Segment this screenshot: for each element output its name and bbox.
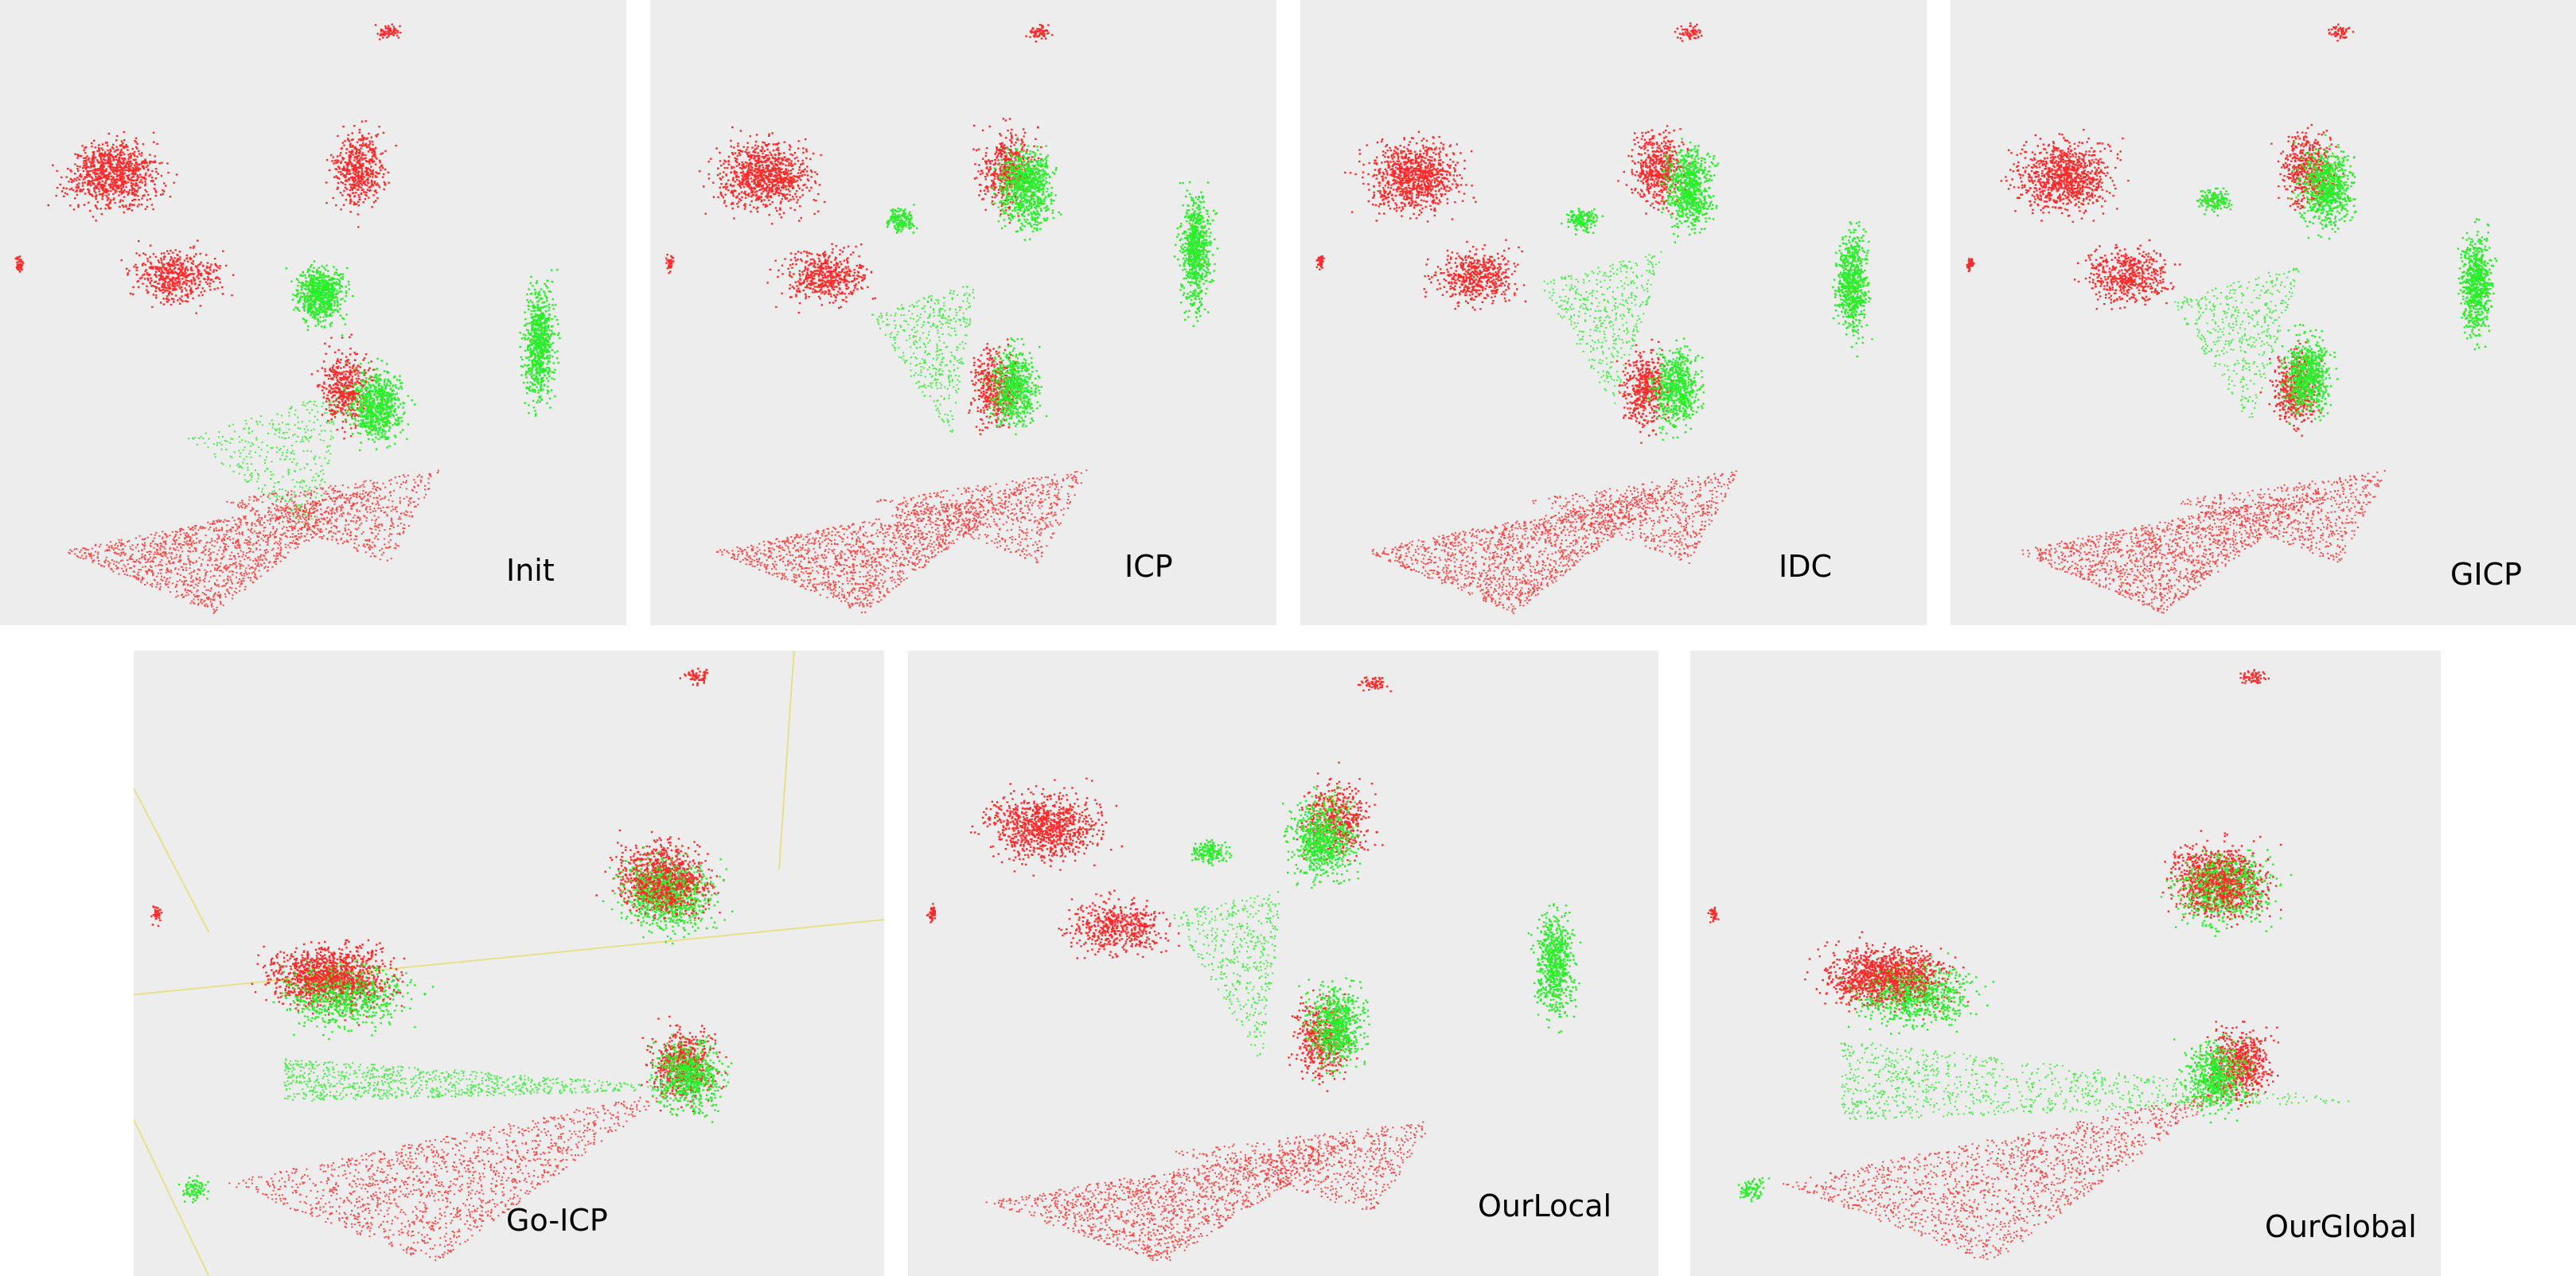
panel-label-icp: ICP — [1124, 549, 1173, 584]
panel-label-ourlocal: OurLocal — [1478, 1188, 1612, 1223]
panel-label-ourglobal: OurGlobal — [2265, 1209, 2417, 1244]
point-cloud-icp — [665, 24, 1218, 613]
point-cloud-gicp — [1966, 23, 2498, 614]
point-cloud-init — [14, 23, 561, 614]
panel-icp: ICP — [650, 0, 1276, 625]
panel-label-init: Init — [506, 553, 555, 588]
panel-idc: IDC — [1300, 0, 1927, 625]
panel-label-idc: IDC — [1779, 549, 1833, 584]
panel-label-go-icp: Go-ICP — [506, 1203, 608, 1238]
point-cloud-ourglobal — [1707, 669, 2349, 1260]
panel-go-icp: Go-ICP — [134, 651, 884, 1276]
panel-ourglobal: OurGlobal — [1690, 651, 2441, 1276]
point-cloud-go-icp — [134, 651, 884, 1276]
panel-label-gicp: GICP — [2450, 557, 2523, 592]
panel-gicp: GICP — [1951, 0, 2576, 625]
panel-init: Init — [0, 0, 626, 625]
panel-ourlocal: OurLocal — [908, 651, 1658, 1276]
point-cloud-idc — [1315, 22, 1873, 614]
point-cloud-ourlocal — [926, 676, 1581, 1262]
